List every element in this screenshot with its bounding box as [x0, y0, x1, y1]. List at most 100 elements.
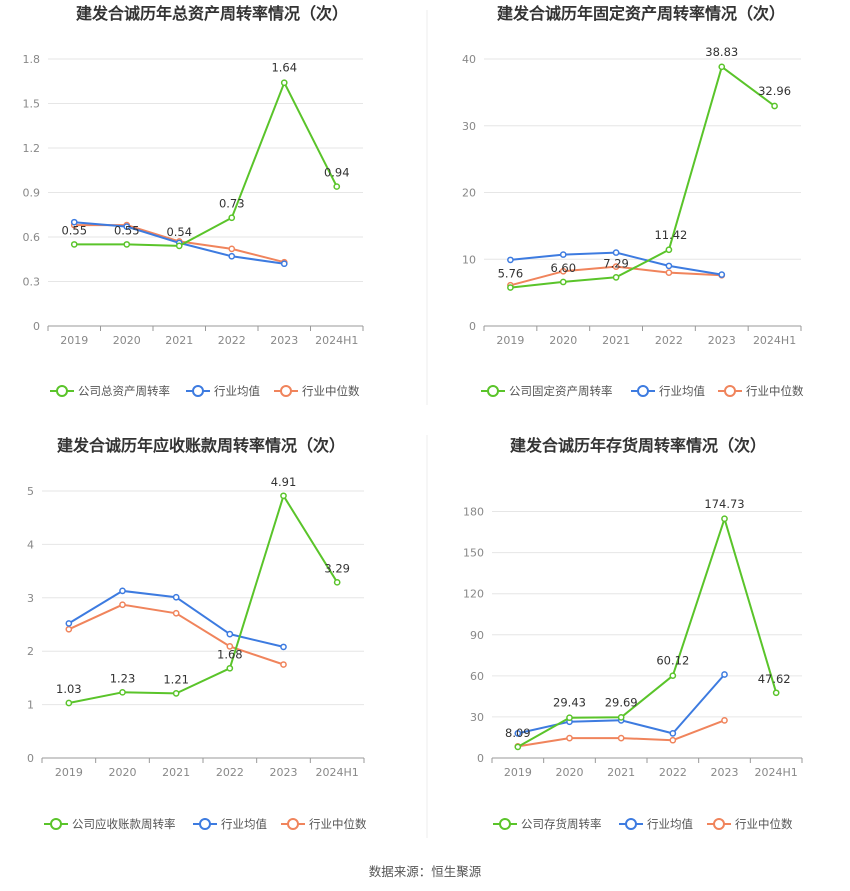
x-tick-label: 2024H1 — [755, 766, 798, 779]
chart-panel-2: 建发合诚历年应收账款周转率情况（次） 0 1 2 3 4 5 2019 2020 2021 2022… — [27, 436, 367, 831]
data-label: 1.21 — [163, 672, 189, 686]
legend-marker-median — [724, 385, 736, 397]
data-point-average — [70, 218, 78, 226]
x-tick-label: 2023 — [708, 334, 736, 347]
data-point-company — [617, 713, 625, 721]
x-tick-label: 2023 — [711, 766, 739, 779]
series-line-company — [74, 81, 338, 247]
data-label: 0.73 — [219, 197, 245, 211]
y-tick-label: 180 — [463, 506, 484, 519]
y-tick-label: 30 — [462, 120, 476, 133]
y-tick-label: 0.3 — [23, 276, 41, 289]
data-label: 32.96 — [758, 84, 791, 98]
data-point-company — [772, 689, 780, 697]
x-tick-label: 2021 — [607, 766, 635, 779]
data-point-average — [172, 593, 180, 601]
series-line-company — [68, 494, 339, 704]
data-point-company — [721, 515, 728, 523]
x-tick-label: 2022 — [655, 334, 683, 347]
x-tick-label: 2022 — [216, 766, 244, 779]
legend-marker-average — [192, 385, 204, 397]
data-point-average — [718, 271, 726, 278]
data-point-company — [612, 273, 620, 281]
legend-marker-median — [287, 818, 299, 830]
data-point-median — [280, 661, 287, 668]
series-line-company — [510, 65, 776, 289]
data-point-company — [507, 284, 514, 291]
data-point-average — [507, 256, 514, 264]
y-tick-label: 4 — [27, 538, 34, 551]
data-point-average — [559, 251, 567, 258]
data-point-company — [280, 492, 287, 500]
data-point-company — [514, 743, 522, 751]
data-point-average — [669, 730, 677, 737]
data-point-company — [333, 578, 341, 586]
data-label: 47.62 — [758, 672, 791, 686]
x-tick-label: 2019 — [55, 766, 83, 779]
data-point-median — [566, 734, 573, 742]
data-point-company — [280, 79, 288, 87]
x-tick-label: 2021 — [165, 334, 193, 347]
x-tick-label: 2019 — [504, 766, 532, 779]
data-label: 5.76 — [498, 267, 524, 281]
data-point-average — [280, 260, 288, 268]
y-tick-label: 0 — [33, 320, 40, 333]
data-point-average — [123, 223, 131, 230]
legend-marker-average — [625, 818, 637, 830]
legend-label-median: 行业中位数 — [309, 817, 367, 831]
y-tick-label: 0 — [469, 320, 476, 333]
legend-marker-company — [50, 818, 62, 830]
x-tick-label: 2020 — [113, 334, 141, 347]
x-tick-label: 2022 — [659, 766, 687, 779]
legend-marker-average — [637, 385, 649, 397]
data-point-company — [771, 102, 778, 110]
data-label: 174.73 — [704, 497, 744, 511]
data-point-median — [65, 625, 73, 633]
data-point-median — [665, 269, 673, 276]
data-point-company — [559, 278, 567, 286]
data-point-company — [566, 714, 573, 722]
data-point-median — [559, 267, 567, 275]
chart-panel-0: 建发合诚历年总资产周转率情况（次） 0 0.3 0.6 0.9 1.2 1.5 1.8 2019… — [23, 4, 364, 398]
y-tick-label: 1.2 — [23, 142, 41, 155]
y-tick-label: 60 — [470, 670, 484, 683]
data-point-average — [612, 249, 620, 256]
x-tick-label: 2020 — [109, 766, 137, 779]
x-tick-label: 2024H1 — [316, 766, 359, 779]
y-tick-label: 90 — [470, 629, 484, 642]
y-tick-label: 30 — [470, 711, 484, 724]
legend-label-average: 行业均值 — [647, 817, 693, 831]
data-label: 11.42 — [654, 228, 687, 242]
data-label: 8.09 — [505, 726, 531, 740]
y-tick-label: 150 — [463, 547, 484, 560]
x-tick-label: 2023 — [270, 766, 298, 779]
y-tick-label: 20 — [462, 187, 476, 200]
chart-title: 建发合诚历年总资产周转率情况（次） — [76, 4, 348, 23]
legend-label-average: 行业均值 — [659, 384, 705, 398]
legend-marker-company — [499, 818, 511, 830]
data-label: 1.03 — [56, 682, 82, 696]
data-point-company — [123, 241, 131, 248]
y-tick-label: 1.5 — [23, 98, 41, 111]
data-source: 数据来源：恒生聚源 — [369, 864, 482, 879]
y-tick-label: 1 — [27, 699, 34, 712]
data-point-median — [228, 245, 236, 253]
data-point-average — [119, 587, 126, 595]
data-point-average — [721, 671, 728, 678]
x-tick-label: 2023 — [270, 334, 298, 347]
data-label: 1.23 — [110, 671, 136, 685]
data-point-median — [612, 263, 620, 270]
data-point-median — [669, 736, 677, 744]
data-point-company — [175, 242, 183, 250]
data-label: 6.60 — [550, 261, 576, 275]
data-point-median — [617, 734, 625, 742]
chart-panel-1: 建发合诚历年固定资产周转率情况（次） 0 10 20 30 40 2019 2020 2021 2… — [462, 4, 804, 398]
chart-panel-3: 建发合诚历年存货周转率情况（次） 0 30 60 90 120 150 180 2019 2020… — [463, 436, 803, 831]
data-point-average — [665, 262, 673, 270]
data-label: 0.94 — [324, 166, 350, 180]
y-tick-label: 0 — [27, 752, 34, 765]
data-label: 0.54 — [166, 225, 192, 239]
y-tick-label: 3 — [27, 592, 34, 605]
x-tick-label: 2021 — [602, 334, 630, 347]
